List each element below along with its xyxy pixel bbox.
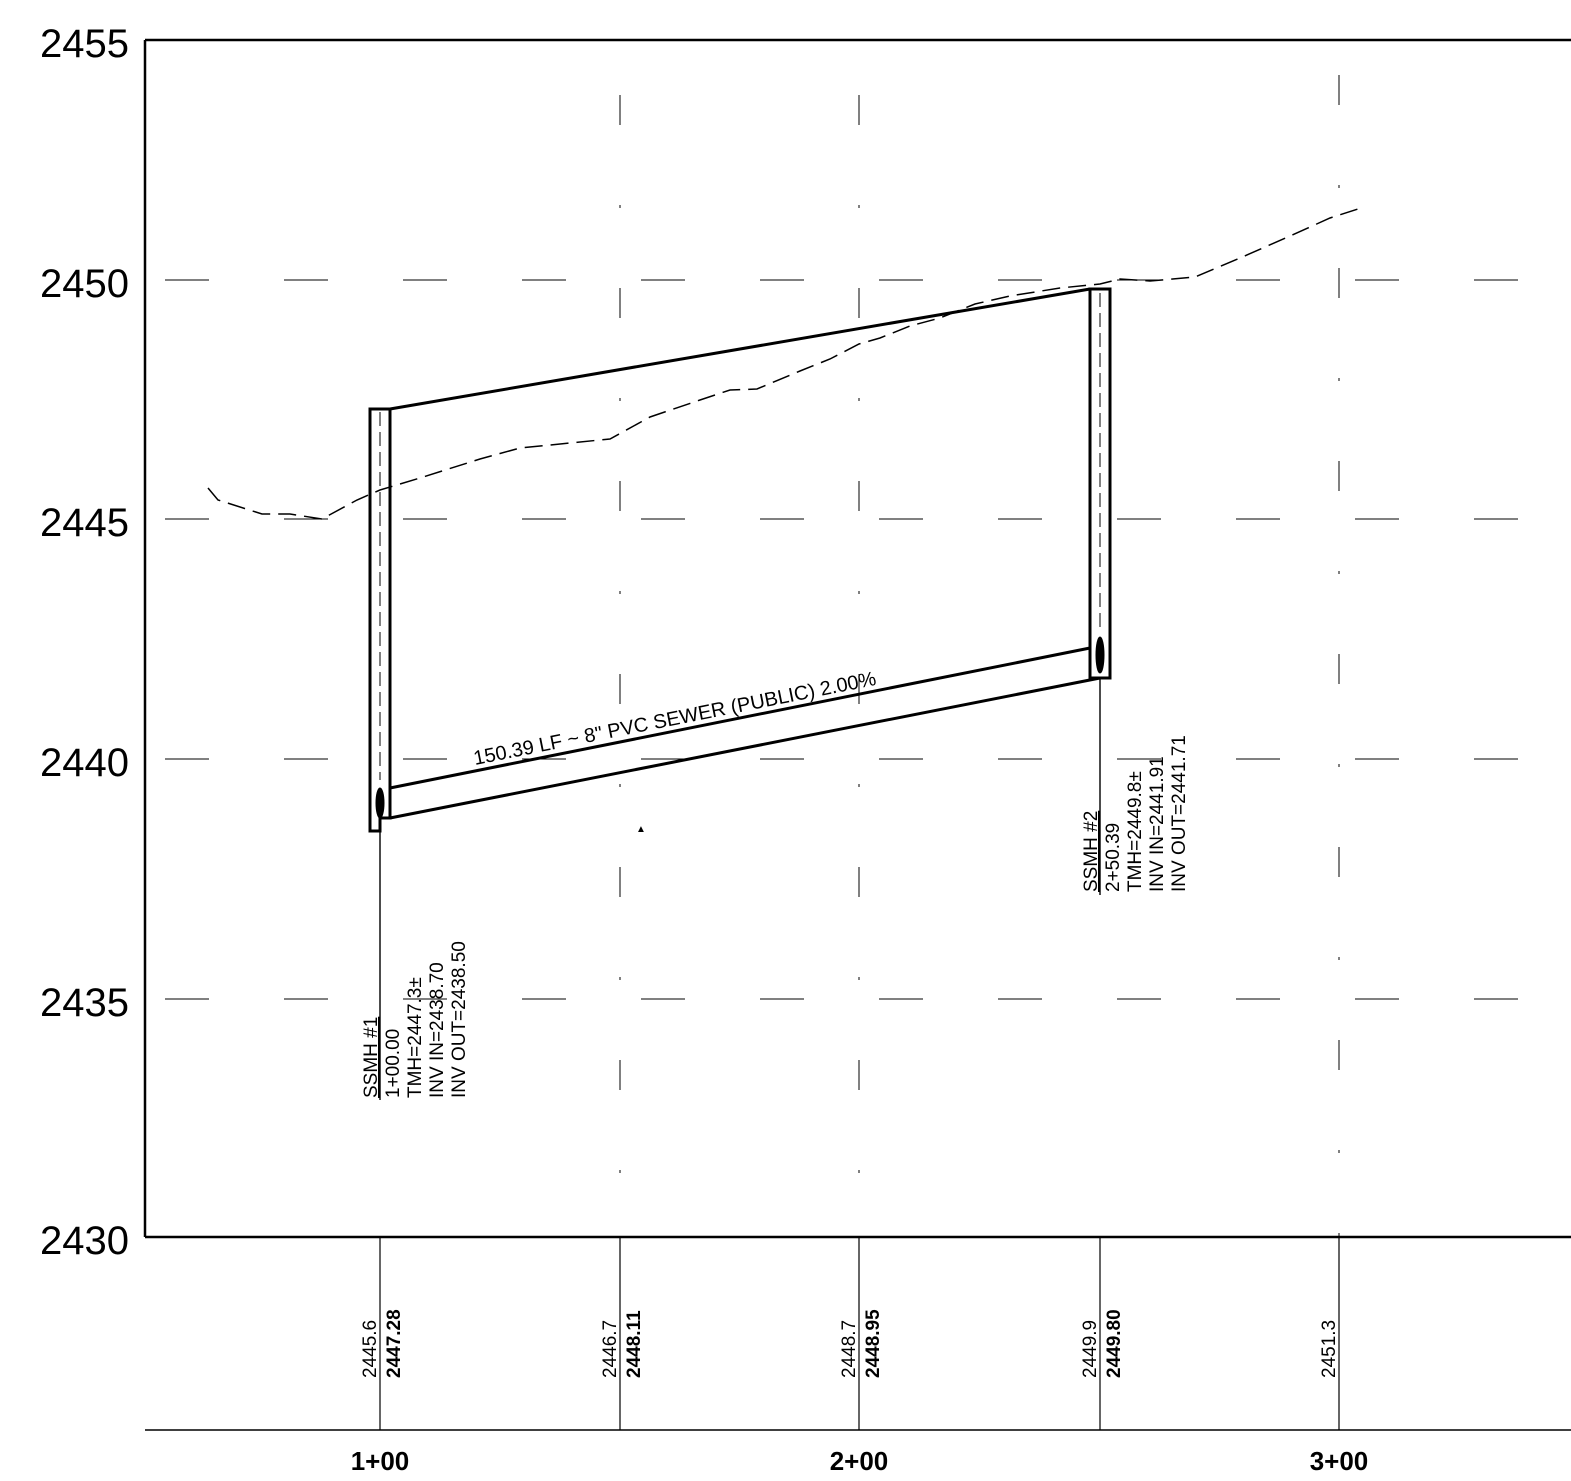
proposed-elev-2: 2448.11 — [624, 1310, 645, 1378]
station-gridlines — [619, 75, 1340, 1237]
ssmh-2-station: 2+50.39 — [1103, 823, 1124, 892]
existing-elev-1: 2445.6 — [360, 1320, 381, 1378]
existing-elev-5: 2451.3 — [1319, 1320, 1340, 1378]
elevation-label-2445: 2445 — [40, 501, 129, 545]
elevation-axis-labels: 2455 2450 2445 2440 2435 2430 — [40, 22, 129, 1263]
ssmh-1-inv-in: INV IN=2438.70 — [427, 962, 448, 1098]
elevation-label-2430: 2430 — [40, 1219, 129, 1263]
profile-frame — [143, 38, 1571, 1431]
existing-ground-line — [207, 208, 1359, 520]
manhole-ssmh-2 — [1088, 287, 1112, 895]
ssmh-2-labels: SSMH #2 2+50.39 TMH=2449.8± INV IN=2441.… — [1081, 735, 1190, 892]
ssmh-1-name: SSMH #1 — [361, 1017, 382, 1098]
station-axis-labels: 1+00 2+00 3+00 — [351, 1446, 1369, 1476]
elevation-label-2435: 2435 — [40, 981, 129, 1025]
station-label-3-00: 3+00 — [1310, 1446, 1369, 1476]
ssmh-2-inv-out: INV OUT=2441.71 — [1169, 735, 1190, 892]
elevation-label-2450: 2450 — [40, 262, 129, 306]
ssmh-1-labels: SSMH #1 1+00.00 TMH=2447.3± INV IN=2438.… — [361, 941, 470, 1098]
station-elevation-values: 2445.6 2447.28 2446.7 2448.11 2448.7 244… — [360, 1309, 1340, 1378]
ssmh-2-tmh: TMH=2449.8± — [1125, 771, 1146, 892]
sewer-pipe — [389, 287, 1101, 820]
ssmh-1-tmh: TMH=2447.3± — [405, 977, 426, 1098]
station-columns-lines — [379, 1237, 1340, 1430]
elevation-gridlines — [165, 279, 1571, 1000]
ssmh-2-name: SSMH #2 — [1081, 811, 1102, 892]
small-mark: ▲ — [636, 824, 646, 835]
pipe-label: 150.39 LF ~ 8" PVC SEWER (PUBLIC) 2.00% — [472, 668, 879, 770]
ssmh-1-inv-out: INV OUT=2438.50 — [449, 941, 470, 1098]
existing-elev-2: 2446.7 — [600, 1320, 621, 1378]
ssmh-2-inv-in: INV IN=2441.91 — [1147, 756, 1168, 892]
station-label-2-00: 2+00 — [830, 1446, 889, 1476]
proposed-elev-3: 2448.95 — [863, 1309, 884, 1378]
station-label-1-00: 1+00 — [351, 1446, 410, 1476]
existing-elev-4: 2449.9 — [1080, 1320, 1101, 1378]
proposed-elev-4: 2449.80 — [1104, 1309, 1125, 1378]
ssmh-1-station: 1+00.00 — [383, 1029, 404, 1098]
elevation-label-2455: 2455 — [40, 22, 129, 66]
elevation-label-2440: 2440 — [40, 741, 129, 785]
proposed-elev-1: 2447.28 — [384, 1309, 405, 1378]
manhole-ssmh-1 — [368, 407, 392, 1100]
existing-elev-3: 2448.7 — [839, 1320, 860, 1378]
